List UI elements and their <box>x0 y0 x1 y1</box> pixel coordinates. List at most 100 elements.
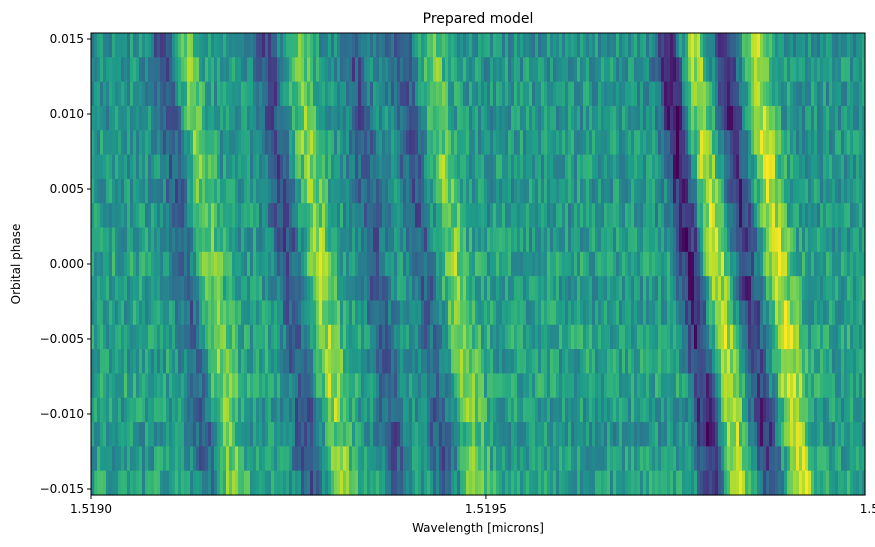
heatmap-cell <box>706 227 710 253</box>
heatmap-cell <box>643 203 647 229</box>
heatmap-cell <box>451 227 455 253</box>
heatmap-cell <box>511 446 515 472</box>
heatmap-cell <box>466 470 470 496</box>
heatmap-cell <box>790 57 794 83</box>
heatmap-cell <box>703 33 707 58</box>
heatmap-cell <box>592 203 596 229</box>
heatmap-cell <box>100 251 104 277</box>
heatmap-cell <box>736 470 740 496</box>
heatmap-cell <box>799 300 803 326</box>
heatmap-cell <box>322 446 326 472</box>
heatmap-cell <box>100 154 104 180</box>
heatmap-cell <box>478 422 482 447</box>
heatmap-cell <box>376 33 380 58</box>
heatmap-cell <box>382 470 386 496</box>
heatmap-cell <box>274 57 278 83</box>
heatmap-cell <box>268 130 272 156</box>
heatmap-cell <box>805 81 809 107</box>
heatmap-cell <box>478 81 482 107</box>
heatmap-cell <box>190 422 194 447</box>
heatmap-cell <box>784 373 788 399</box>
heatmap-cell <box>466 203 470 229</box>
heatmap-cell <box>568 57 572 83</box>
heatmap-cell <box>124 397 128 423</box>
heatmap-cell <box>220 349 224 375</box>
heatmap-cell <box>103 203 107 229</box>
heatmap-cell <box>196 81 200 107</box>
heatmap-cell <box>361 57 365 83</box>
heatmap-cell <box>745 300 749 326</box>
heatmap-cell <box>736 130 740 156</box>
heatmap-cell <box>121 324 125 350</box>
heatmap-cell <box>535 276 539 302</box>
heatmap-cell <box>121 57 125 83</box>
heatmap-cell <box>298 227 302 253</box>
heatmap-cell <box>625 300 629 326</box>
heatmap-cell <box>274 81 278 107</box>
heatmap-cell <box>466 251 470 277</box>
heatmap-cell <box>598 276 602 302</box>
heatmap-cell <box>91 300 95 326</box>
heatmap-cell <box>592 251 596 277</box>
heatmap-cell <box>700 33 704 58</box>
heatmap-cell <box>169 203 173 229</box>
heatmap-cell <box>478 300 482 326</box>
heatmap-cell <box>505 130 509 156</box>
heatmap-cell <box>103 300 107 326</box>
heatmap-cell <box>529 251 533 277</box>
heatmap-cell <box>589 422 593 447</box>
heatmap-cell <box>565 446 569 472</box>
heatmap-cell <box>115 422 119 447</box>
heatmap-cell <box>97 373 101 399</box>
heatmap-cell <box>790 470 794 496</box>
heatmap-cell <box>766 300 770 326</box>
heatmap-cell <box>274 397 278 423</box>
heatmap-cell <box>628 57 632 83</box>
heatmap-cell <box>340 251 344 277</box>
heatmap-cell <box>403 276 407 302</box>
heatmap-cell <box>211 81 215 107</box>
heatmap-cell <box>397 300 401 326</box>
heatmap-cell <box>853 130 857 156</box>
heatmap-cell <box>490 397 494 423</box>
heatmap-cell <box>706 203 710 229</box>
heatmap-cell <box>373 422 377 447</box>
heatmap-cell <box>187 130 191 156</box>
heatmap-cell <box>847 300 851 326</box>
heatmap-cell <box>529 178 533 204</box>
heatmap-cell <box>355 105 359 131</box>
heatmap-cell <box>190 251 194 277</box>
heatmap-cell <box>571 422 575 447</box>
heatmap-cell <box>244 300 248 326</box>
heatmap-cell <box>388 81 392 107</box>
heatmap-cell <box>541 251 545 277</box>
heatmap-cell <box>370 154 374 180</box>
heatmap-cell <box>556 397 560 423</box>
heatmap-cell <box>361 154 365 180</box>
heatmap-cell <box>142 33 146 58</box>
heatmap-cell <box>688 81 692 107</box>
heatmap-cell <box>172 130 176 156</box>
heatmap-cell <box>316 397 320 423</box>
heatmap-cell <box>307 105 311 131</box>
heatmap-cell <box>694 397 698 423</box>
heatmap-cell <box>391 105 395 131</box>
heatmap-cell <box>532 251 536 277</box>
heatmap-cell <box>292 105 296 131</box>
heatmap-cell <box>208 373 212 399</box>
heatmap-cell <box>418 470 422 496</box>
heatmap-cell <box>808 81 812 107</box>
heatmap-cell <box>373 203 377 229</box>
heatmap-cell <box>166 397 170 423</box>
heatmap-cell <box>445 227 449 253</box>
heatmap-cell <box>448 227 452 253</box>
heatmap-cell <box>229 276 233 302</box>
heatmap-cell <box>355 227 359 253</box>
heatmap-cell <box>232 227 236 253</box>
heatmap-cell <box>202 324 206 350</box>
heatmap-cell <box>268 251 272 277</box>
heatmap-cell <box>418 178 422 204</box>
heatmap-cell <box>523 470 527 496</box>
heatmap-cell <box>691 276 695 302</box>
heatmap-cell <box>130 422 134 447</box>
